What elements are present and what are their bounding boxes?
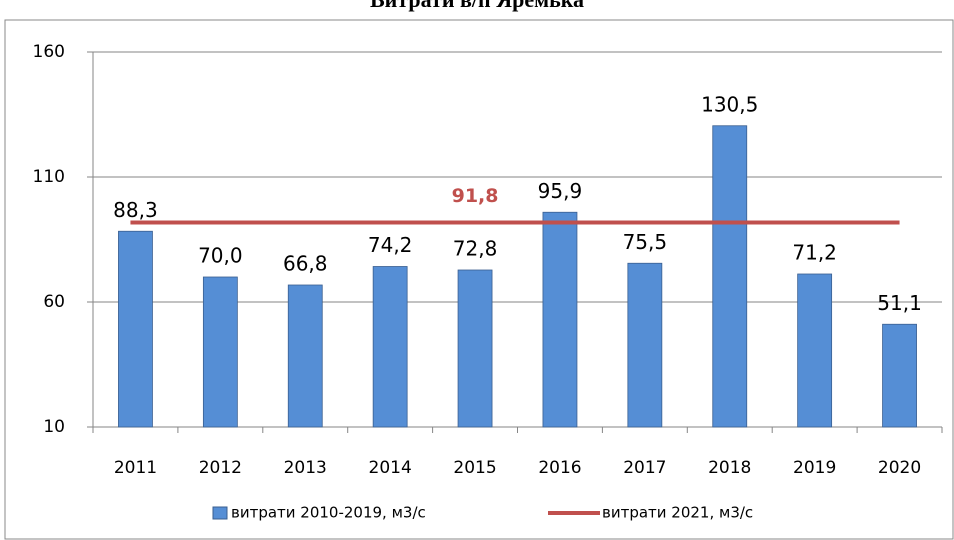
y-tick-label: 110 <box>33 167 65 187</box>
x-tick-label: 2013 <box>284 458 327 478</box>
data-label: 71,2 <box>792 241 837 265</box>
x-tick-label: 2017 <box>623 458 666 478</box>
y-tick-label: 10 <box>43 417 65 437</box>
x-tick-label: 2018 <box>708 458 751 478</box>
bar <box>118 230 153 428</box>
x-tick-label: 2019 <box>793 458 836 478</box>
bar <box>882 323 917 428</box>
bar <box>797 273 833 428</box>
x-tick-label: 2012 <box>199 458 242 478</box>
bar <box>712 125 748 428</box>
legend-swatch <box>212 506 228 520</box>
data-label: 70,0 <box>198 244 243 268</box>
data-label: 51,1 <box>877 291 922 315</box>
y-tick-label: 160 <box>33 42 65 62</box>
data-label: 88,3 <box>113 198 158 222</box>
legend-label: витрати 2021, м3/с <box>602 504 753 522</box>
y-tick-label: 60 <box>43 292 65 312</box>
bar <box>372 266 408 428</box>
chart-title: Витрати в/п Яремька <box>370 0 584 12</box>
data-label: 72,8 <box>453 237 498 261</box>
x-tick-label: 2020 <box>878 458 921 478</box>
bar <box>627 262 663 428</box>
x-tick-label: 2014 <box>369 458 412 478</box>
data-label: 91,8 <box>452 185 499 207</box>
x-tick-label: 2011 <box>114 458 157 478</box>
data-label: 95,9 <box>538 179 583 203</box>
bar <box>542 211 578 428</box>
bar <box>287 284 323 428</box>
legend-label: витрати 2010-2019, м3/с <box>231 504 426 522</box>
data-label: 66,8 <box>283 252 328 276</box>
data-label: 74,2 <box>368 233 413 257</box>
bar <box>457 269 493 428</box>
data-label: 130,5 <box>701 92 758 116</box>
data-label: 75,5 <box>623 230 668 254</box>
x-tick-label: 2015 <box>453 458 496 478</box>
bar <box>202 276 238 428</box>
x-tick-label: 2016 <box>538 458 581 478</box>
